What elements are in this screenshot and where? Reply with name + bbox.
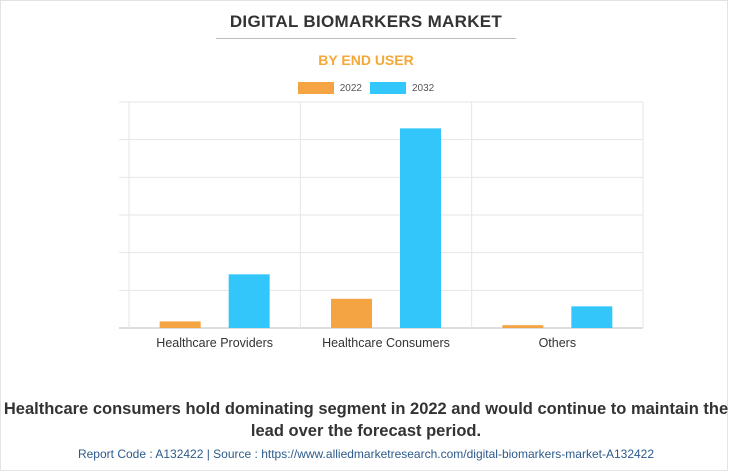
legend-swatch-2032 [370,82,406,94]
grid-lines [119,101,644,329]
bar-2022-others [502,325,544,328]
bar-chart: Healthcare Providers Healthcare Consumers… [119,101,644,350]
legend: 2022 2032 [1,80,730,96]
legend-label-2022: 2022 [339,82,362,94]
bar-2032-healthcare-providers [228,274,270,328]
chart-subtitle: BY END USER [318,52,414,68]
bar-2032-healthcare-consumers [400,128,441,328]
chart-caption: Healthcare consumers hold dominating seg… [3,400,729,440]
report-source-footer: Report Code : A132422 | Source : https:/… [77,447,655,461]
category-tick-label: Healthcare Consumers [322,336,450,350]
title-divider [216,38,516,39]
category-tick-label: Healthcare Providers [156,336,273,350]
category-labels: Healthcare Providers Healthcare Consumers… [156,336,576,350]
legend-swatch-2022 [297,82,334,94]
bar-2022-healthcare-consumers [331,298,372,328]
bars [159,128,613,328]
legend-item-2032: 2032 [370,82,434,94]
chart-title: DIGITAL BIOMARKERS MARKET [229,12,503,31]
category-tick-label: Others [539,336,577,350]
legend-item-2022: 2022 [297,82,362,94]
bar-2032-others [571,306,613,328]
bar-2022-healthcare-providers [159,321,201,328]
legend-label-2032: 2032 [412,82,435,94]
